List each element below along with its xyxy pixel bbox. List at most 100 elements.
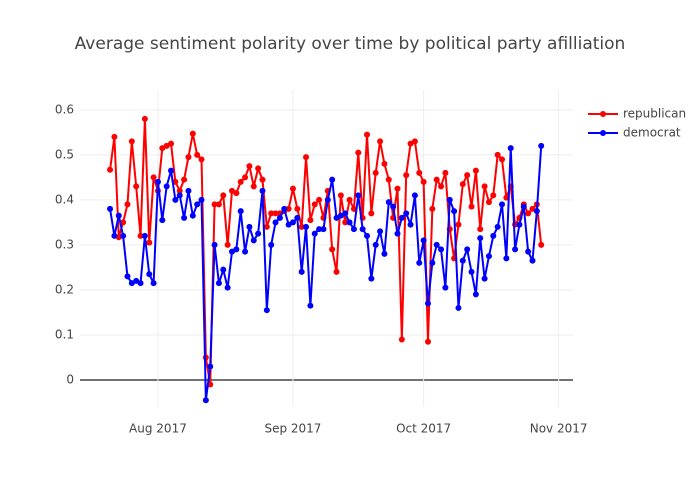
marker xyxy=(150,174,157,181)
marker xyxy=(111,232,118,239)
marker xyxy=(494,151,501,158)
marker xyxy=(468,268,475,275)
marker xyxy=(172,196,179,203)
legend-label: democrat xyxy=(623,126,681,140)
marker xyxy=(533,208,540,215)
marker xyxy=(472,167,479,174)
marker xyxy=(137,280,144,287)
marker xyxy=(154,178,161,185)
marker xyxy=(342,210,349,217)
marker xyxy=(485,253,492,260)
marker xyxy=(120,219,127,226)
marker xyxy=(346,196,353,203)
marker xyxy=(298,223,305,230)
marker xyxy=(329,176,336,183)
marker xyxy=(337,192,344,199)
marker xyxy=(294,214,301,221)
marker xyxy=(507,145,514,152)
marker xyxy=(490,232,497,239)
x-tick-label: Aug 2017 xyxy=(129,422,187,436)
series xyxy=(107,142,545,404)
marker xyxy=(442,284,449,291)
marker xyxy=(499,201,506,208)
marker xyxy=(407,221,414,228)
marker xyxy=(420,237,427,244)
marker xyxy=(438,246,445,253)
legend-item: republican xyxy=(588,107,686,121)
marker xyxy=(250,237,257,244)
marker xyxy=(189,212,196,219)
marker xyxy=(255,165,262,172)
marker xyxy=(455,221,462,228)
marker xyxy=(185,154,192,161)
marker xyxy=(381,250,388,257)
marker xyxy=(246,163,253,170)
marker xyxy=(416,169,423,176)
marker xyxy=(372,241,379,248)
marker xyxy=(233,190,240,197)
marker xyxy=(107,205,114,212)
marker xyxy=(289,185,296,192)
marker xyxy=(176,192,183,199)
marker xyxy=(459,257,466,264)
marker xyxy=(368,275,375,282)
marker xyxy=(525,210,532,217)
marker xyxy=(512,246,519,253)
marker xyxy=(377,228,384,235)
line xyxy=(109,118,543,385)
marker xyxy=(333,268,340,275)
marker xyxy=(128,138,135,145)
marker xyxy=(215,280,222,287)
y-tick-label: 0.5 xyxy=(55,147,74,161)
marker xyxy=(207,363,214,370)
marker xyxy=(276,214,283,221)
marker xyxy=(272,210,279,217)
marker xyxy=(146,271,153,278)
marker xyxy=(477,226,484,233)
marker xyxy=(198,196,205,203)
marker xyxy=(233,246,240,253)
marker xyxy=(181,176,188,183)
marker xyxy=(525,248,532,255)
marker xyxy=(181,214,188,221)
marker xyxy=(311,230,318,237)
marker xyxy=(237,178,244,185)
marker xyxy=(168,140,175,147)
marker xyxy=(394,185,401,192)
marker xyxy=(220,266,227,273)
marker xyxy=(307,302,314,309)
marker xyxy=(355,192,362,199)
marker xyxy=(390,203,397,210)
legend-label: republican xyxy=(623,107,686,121)
legend-marker xyxy=(600,111,606,117)
chart-title: Average sentiment polarity over time by … xyxy=(75,34,626,54)
marker xyxy=(403,210,410,217)
marker xyxy=(350,226,357,233)
marker xyxy=(442,169,449,176)
marker xyxy=(146,239,153,246)
marker xyxy=(355,149,362,156)
marker xyxy=(141,232,148,239)
marker xyxy=(377,138,384,145)
marker xyxy=(429,259,436,266)
marker xyxy=(499,156,506,163)
marker xyxy=(289,219,296,226)
y-tick-label: 0.6 xyxy=(55,102,74,116)
marker xyxy=(529,257,536,264)
marker xyxy=(141,115,148,122)
marker xyxy=(281,205,288,212)
marker xyxy=(285,205,292,212)
marker xyxy=(329,246,336,253)
marker xyxy=(189,130,196,137)
legend-item: democrat xyxy=(588,126,681,140)
marker xyxy=(242,174,249,181)
marker xyxy=(163,183,170,190)
marker xyxy=(120,232,127,239)
marker xyxy=(198,156,205,163)
marker xyxy=(477,235,484,242)
marker xyxy=(346,219,353,226)
x-tick-label: Nov 2017 xyxy=(530,422,588,436)
marker xyxy=(316,196,323,203)
marker xyxy=(433,241,440,248)
marker xyxy=(394,230,401,237)
